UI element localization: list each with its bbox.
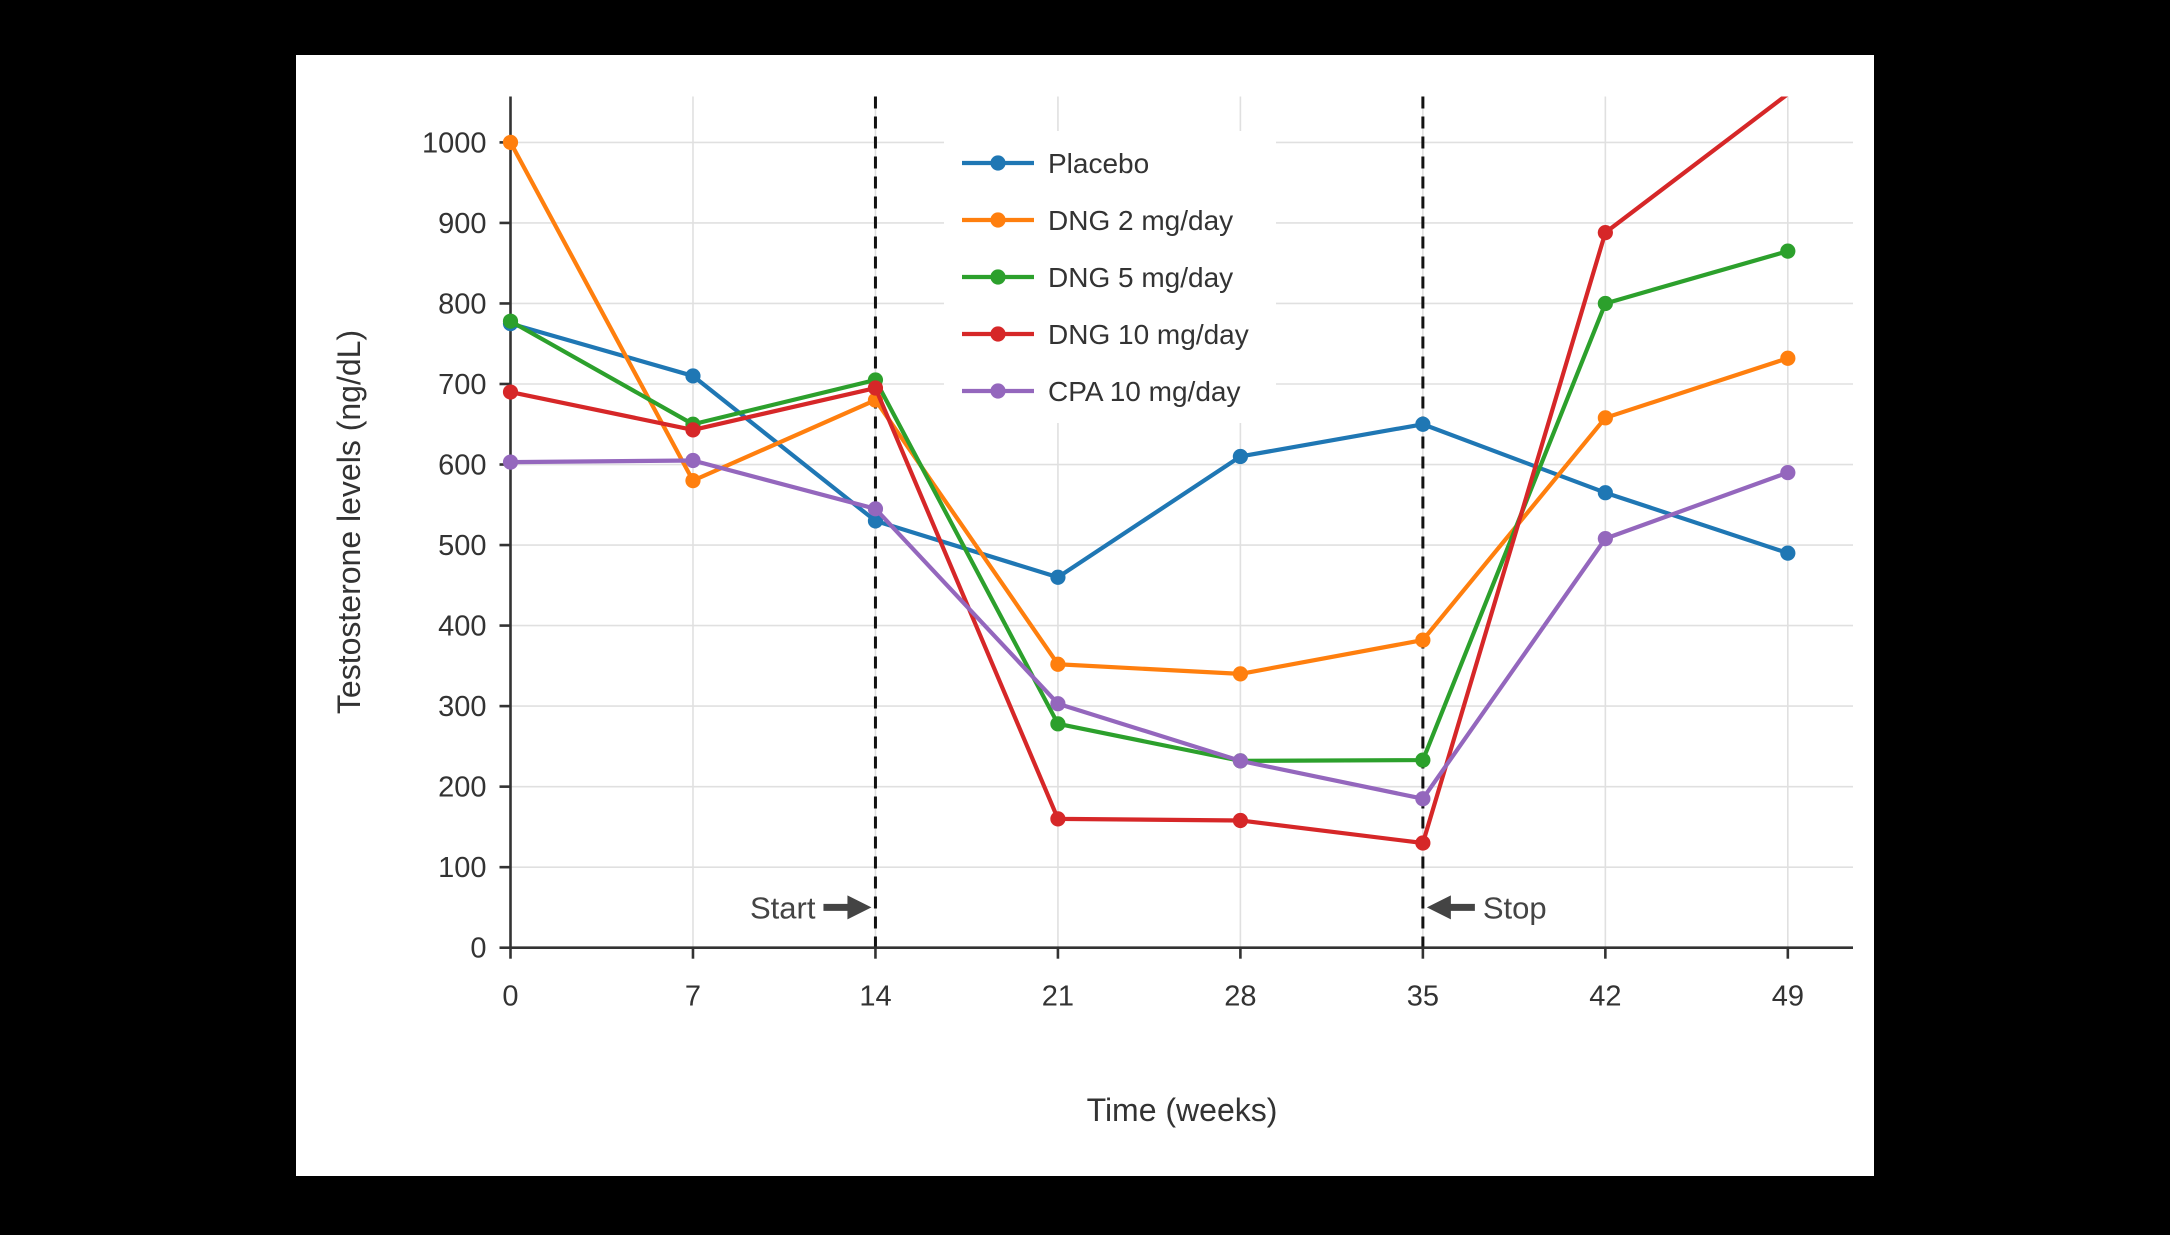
- chart-overlay: Placebo DNG 2 mg/day DNG 5 mg/day DNG 10 mg…: [750, 131, 1547, 925]
- legend-item-dng-5-mg-day[interactable]: DNG 5 mg/day: [962, 262, 1233, 293]
- data-point-placebo: [1050, 569, 1066, 585]
- legend-marker: [990, 269, 1006, 285]
- data-point-cpa-10-mg-day: [1780, 464, 1796, 481]
- data-point-dng-10-mg-day: [502, 384, 519, 400]
- data-point-cpa-10-mg-day: [502, 454, 519, 470]
- line-chart: 0 7 14 21 28 35 42 49 0 100 200 300 400 500 600 700 800 9…: [331, 96, 1853, 1128]
- x-axis-title: Time (weeks): [1087, 1092, 1278, 1128]
- series-line-dng-10-mg-day: [508, 96, 1789, 846]
- data-point-dng-5-mg-day: [1780, 243, 1796, 259]
- y-tick-label: 500: [438, 530, 486, 562]
- data-point-dng-10-mg-day: [867, 380, 884, 396]
- data-point-dng-2-mg-day: [685, 473, 701, 489]
- y-tick-label: 300: [438, 691, 486, 723]
- legend-item-cpa-10-mg-day[interactable]: CPA 10 mg/day: [962, 376, 1240, 407]
- y-tick-label: 100: [438, 852, 486, 884]
- legend-marker: [990, 212, 1006, 228]
- legend-item-dng-2-mg-day[interactable]: DNG 2 mg/day: [962, 205, 1233, 236]
- y-tick-label: 800: [438, 288, 486, 320]
- data-point-dng-10-mg-day: [1415, 835, 1431, 851]
- series-line-cpa-10-mg-day: [508, 458, 1790, 801]
- data-point-dng-5-mg-day: [1597, 295, 1613, 312]
- data-point-placebo: [685, 368, 701, 384]
- annotation-arrow-head: [1426, 895, 1451, 920]
- data-point-dng-10-mg-day: [1597, 224, 1613, 241]
- data-point-dng-5-mg-day: [1415, 752, 1431, 768]
- data-point-dng-2-mg-day: [1597, 410, 1613, 426]
- data-point-cpa-10-mg-day: [685, 452, 701, 469]
- annotation-start: Start: [750, 890, 872, 925]
- plot-area: 0 7 14 21 28 35 42 49 0 100 200 300 400 500 600 700 800 9…: [422, 96, 1853, 1013]
- y-tick-label: 600: [438, 450, 486, 482]
- annotation-text: Stop: [1483, 890, 1547, 925]
- x-tick-label: 21: [1042, 981, 1074, 1013]
- data-point-placebo: [867, 513, 884, 529]
- series-line-placebo: [508, 321, 1790, 580]
- y-tick-label: 200: [438, 772, 486, 804]
- data-point-cpa-10-mg-day: [1415, 791, 1431, 807]
- x-tick-label: 49: [1772, 981, 1804, 1013]
- annotation-text: Start: [750, 890, 816, 925]
- data-point-dng-2-mg-day: [1415, 632, 1431, 648]
- legend-marker: [990, 383, 1006, 399]
- legend-item-dng-10-mg-day[interactable]: DNG 10 mg/day: [962, 319, 1249, 350]
- legend-label: CPA 10 mg/day: [1048, 376, 1240, 407]
- data-point-placebo: [1232, 448, 1249, 465]
- data-point-placebo: [1597, 485, 1613, 501]
- x-tick-label: 28: [1224, 981, 1256, 1013]
- legend: Placebo DNG 2 mg/day DNG 5 mg/day DNG 10 mg…: [944, 131, 1276, 423]
- y-tick-label: 700: [438, 369, 486, 401]
- x-tick-label: 7: [685, 981, 701, 1013]
- data-point-dng-5-mg-day: [1050, 716, 1066, 732]
- data-point-dng-2-mg-day: [1780, 350, 1796, 366]
- data-point-placebo: [1780, 545, 1796, 561]
- legend-label: DNG 5 mg/day: [1048, 262, 1233, 293]
- legend-label: Placebo: [1048, 148, 1149, 179]
- x-tick-label: 42: [1589, 981, 1621, 1013]
- legend-marker: [990, 155, 1006, 171]
- chart-panel: 0 7 14 21 28 35 42 49 0 100 200 300 400 500 600 700 800 9…: [296, 55, 1874, 1176]
- legend-label: DNG 2 mg/day: [1048, 205, 1233, 236]
- x-tick-label: 14: [859, 981, 891, 1013]
- y-tick-label: 900: [438, 208, 486, 240]
- legend-item-placebo[interactable]: Placebo: [962, 148, 1149, 179]
- y-tick-label: 0: [470, 933, 486, 965]
- y-tick-label: 400: [438, 611, 486, 643]
- data-point-dng-10-mg-day: [1232, 812, 1249, 829]
- y-tick-label: 1000: [422, 127, 487, 159]
- y-axis-title: Testosterone levels (ng/dL): [331, 330, 367, 714]
- series-line-dng-5-mg-day: [508, 249, 1790, 763]
- data-point-dng-5-mg-day: [502, 313, 519, 329]
- legend-label: DNG 10 mg/day: [1048, 319, 1249, 350]
- data-point-cpa-10-mg-day: [1050, 696, 1066, 712]
- data-point-cpa-10-mg-day: [1232, 753, 1249, 769]
- data-point-dng-10-mg-day: [1050, 811, 1066, 827]
- data-point-cpa-10-mg-day: [867, 501, 884, 517]
- annotation-arrow-head: [847, 895, 872, 920]
- x-tick-label: 35: [1407, 981, 1439, 1013]
- legend-marker: [990, 326, 1006, 342]
- data-point-dng-10-mg-day: [685, 422, 701, 438]
- data-point-cpa-10-mg-day: [1597, 531, 1613, 547]
- x-tick-label: 0: [502, 981, 518, 1013]
- data-point-dng-2-mg-day: [1050, 656, 1066, 672]
- data-point-dng-2-mg-day: [502, 134, 519, 151]
- data-point-placebo: [1415, 416, 1431, 432]
- annotation-stop: Stop: [1426, 890, 1547, 925]
- data-point-dng-2-mg-day: [1232, 666, 1249, 682]
